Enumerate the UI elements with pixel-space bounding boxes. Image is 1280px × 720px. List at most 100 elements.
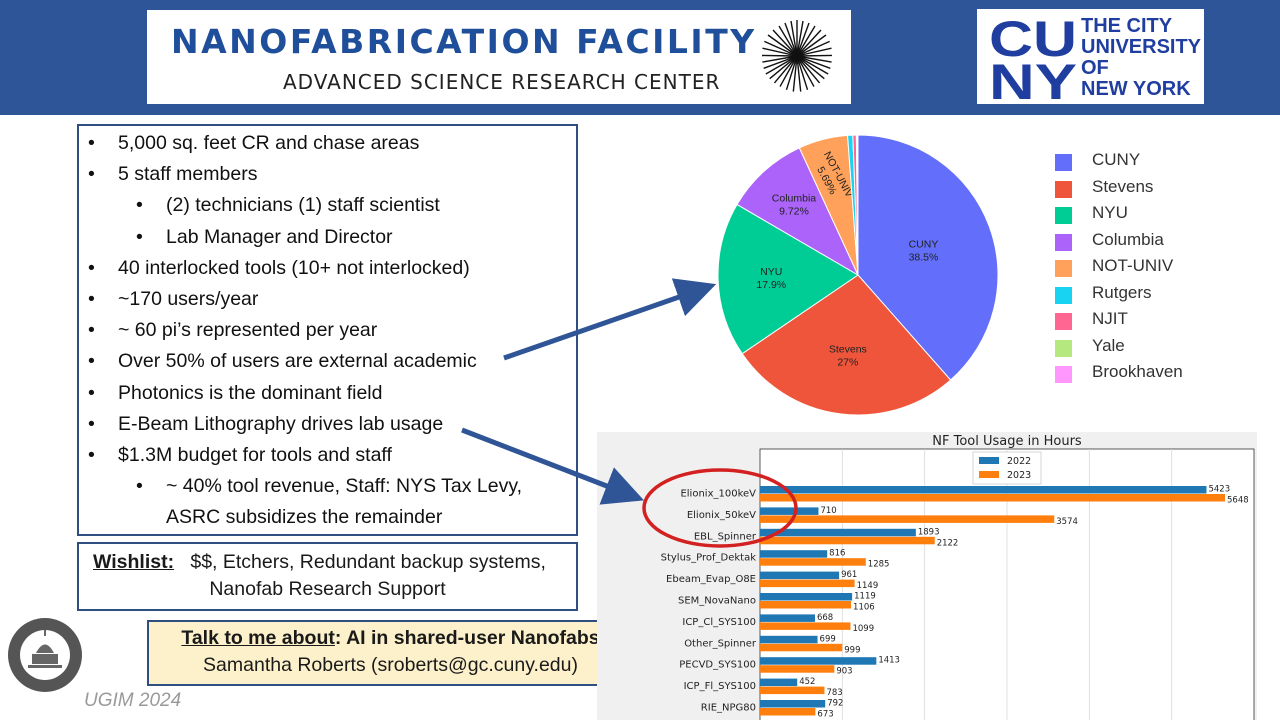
cuny-logo: CU NY THE CITY UNIVERSITY OF NEW YORK bbox=[977, 9, 1204, 104]
bullet-marker: • bbox=[88, 412, 95, 435]
bar-value-label: 5648 bbox=[1227, 496, 1249, 506]
footer-label: UGIM 2024 bbox=[84, 690, 182, 711]
bar-value-label: 1285 bbox=[868, 560, 890, 570]
talk-topic-line: Talk to me about: AI in shared-user Nano… bbox=[149, 627, 632, 650]
legend-label: Stevens bbox=[1092, 176, 1154, 196]
bar-2022 bbox=[760, 550, 828, 558]
tool-usage-chart-panel: NF Tool Usage in Hours 2022 2023 Elionix_10… bbox=[597, 432, 1257, 720]
bar-2022 bbox=[760, 614, 815, 622]
bar-2023 bbox=[760, 643, 843, 652]
bullet-marker: • bbox=[88, 444, 95, 466]
bar-category-label: Other_Spinner bbox=[684, 638, 757, 649]
bullet-marker: • bbox=[136, 225, 143, 248]
bar-category-label: EBL_Spinner bbox=[694, 531, 757, 542]
legend-swatch bbox=[1055, 180, 1072, 198]
bar-value-label: 783 bbox=[826, 688, 842, 698]
bar-2023 bbox=[760, 686, 825, 695]
bullet-text: ~ 60 pi’s represented per year bbox=[118, 319, 378, 342]
wishlist-label: Wishlist: bbox=[93, 551, 175, 573]
bar-2023 bbox=[760, 601, 852, 609]
bar-2022 bbox=[760, 657, 877, 665]
bar-value-label: 903 bbox=[836, 667, 852, 677]
bar-value-label: 999 bbox=[844, 645, 860, 655]
pie-slice-brookhaven bbox=[856, 134, 859, 276]
bar-value-label: 668 bbox=[817, 613, 833, 623]
bullet-text: Lab Manager and Director bbox=[166, 225, 393, 248]
wishlist-box: Wishlist: $$, Etchers, Redundant backup … bbox=[77, 542, 578, 611]
talk-label: Talk to me about bbox=[181, 627, 335, 649]
nanofab-logo-icon bbox=[759, 20, 835, 96]
pie-slice-label: Stevens 27% bbox=[829, 344, 867, 369]
bar-value-label: 5423 bbox=[1208, 485, 1230, 495]
wishlist-line: Wishlist: $$, Etchers, Redundant backup … bbox=[93, 551, 546, 574]
bar-2023 bbox=[760, 622, 851, 630]
bar-2022 bbox=[760, 528, 916, 537]
bar-category-label: RIE_NPG80 bbox=[701, 703, 756, 714]
bar-value-label: 816 bbox=[829, 549, 845, 559]
legend-label: Rutgers bbox=[1092, 282, 1152, 302]
bullet-text: ASRC subsidizes the remainder bbox=[166, 506, 443, 529]
bar-2022 bbox=[760, 700, 826, 708]
wishlist-items: $$, Etchers, Redundant backup systems, bbox=[190, 551, 546, 573]
bar-2023 bbox=[760, 708, 816, 716]
pie-slice-cuny bbox=[857, 134, 999, 381]
bar-chart-title: NF Tool Usage in Hours bbox=[932, 434, 1082, 449]
bullet-marker: • bbox=[136, 475, 143, 498]
bar-category-label: ICP_Fl_SYS100 bbox=[684, 681, 756, 692]
bar-category-label: SEM_NovaNano bbox=[678, 596, 756, 607]
bar-category-label: Ebeam_Evap_O8E bbox=[666, 574, 756, 585]
bar-value-label: 3574 bbox=[1056, 517, 1078, 527]
bar-2022 bbox=[760, 678, 798, 687]
bullet-text: E-Beam Lithography drives lab usage bbox=[118, 412, 444, 435]
bar-2023 bbox=[760, 494, 1226, 502]
legend-swatch bbox=[1055, 207, 1072, 224]
bar-value-label: 1106 bbox=[853, 603, 875, 613]
bar-value-label: 1099 bbox=[852, 624, 874, 634]
bar-2022 bbox=[760, 571, 840, 580]
bar-category-label: ICP_Cl_SYS100 bbox=[682, 617, 756, 628]
nanofab-banner: NANOFABRICATION FACILITY ADVANCED SCIENC… bbox=[147, 10, 851, 104]
pie-legend: CUNY Stevens NYU Columbia NOT-UNIV Rutgers NJI… bbox=[1055, 150, 1255, 390]
ugim-seal-icon bbox=[8, 618, 82, 692]
bar-2023 bbox=[760, 665, 835, 673]
pie-slice-label: NYU 17.9% bbox=[756, 266, 786, 291]
bullet-text: Photonics is the dominant field bbox=[118, 381, 383, 404]
facility-subtitle: ADVANCED SCIENCE RESEARCH CENTER bbox=[283, 70, 721, 94]
bar-2022 bbox=[760, 593, 853, 601]
bar-value-label: 1119 bbox=[854, 592, 876, 602]
bar-value-label: 1413 bbox=[878, 656, 900, 666]
talk-to-me-box: Talk to me about: AI in shared-user Nano… bbox=[147, 620, 634, 686]
cuny-name-line: NEW YORK bbox=[1081, 78, 1191, 100]
bar-2023 bbox=[760, 515, 1055, 523]
bullet-text: ~ 40% tool revenue, Staff: NYS Tax Levy, bbox=[166, 475, 523, 498]
bar-legend-swatch bbox=[979, 457, 999, 464]
legend-label: NJIT bbox=[1092, 309, 1128, 328]
legend-swatch bbox=[1055, 313, 1072, 330]
pie-slice-nyu bbox=[717, 203, 859, 355]
legend-label: Yale bbox=[1092, 335, 1125, 355]
tool-usage-bar-chart: NF Tool Usage in Hours 2022 2023 Elionix_10… bbox=[661, 434, 1255, 720]
svg-text:NY: NY bbox=[989, 54, 1077, 101]
bullet-marker: • bbox=[88, 288, 95, 310]
contact-info: Samantha Roberts (sroberts@gc.cuny.edu) bbox=[203, 654, 578, 676]
legend-swatch bbox=[1055, 339, 1072, 357]
bar-value-label: 452 bbox=[799, 677, 815, 687]
bullet-text: 5,000 sq. feet CR and chase areas bbox=[118, 132, 420, 154]
cuny-name-line: UNIVERSITY bbox=[1081, 36, 1202, 58]
legend-swatch bbox=[1055, 260, 1072, 277]
pie-slice-label: CUNY 38.5% bbox=[909, 238, 939, 263]
pie-slice-label: Columbia 9.72% bbox=[772, 193, 817, 218]
legend-label: Brookhaven bbox=[1092, 362, 1183, 381]
cuny-letters-mark: CU NY bbox=[989, 15, 1077, 101]
facility-facts-box: • 5,000 sq. feet CR and chase areas • 5 sta… bbox=[77, 124, 578, 536]
pie-slice-columbia bbox=[736, 147, 860, 277]
bullet-text: (2) technicians (1) staff scientist bbox=[166, 194, 440, 217]
bar-value-label: 699 bbox=[820, 634, 836, 644]
bar-2023 bbox=[760, 558, 866, 566]
bar-value-label: 961 bbox=[841, 570, 857, 580]
bar-value-label: 710 bbox=[820, 506, 836, 516]
bar-value-label: 1893 bbox=[918, 527, 940, 537]
bar-category-label: Elionix_50keV bbox=[687, 510, 756, 521]
legend-swatch bbox=[1055, 286, 1072, 304]
cuny-name: THE CITY UNIVERSITY OF NEW YORK bbox=[1081, 16, 1201, 100]
